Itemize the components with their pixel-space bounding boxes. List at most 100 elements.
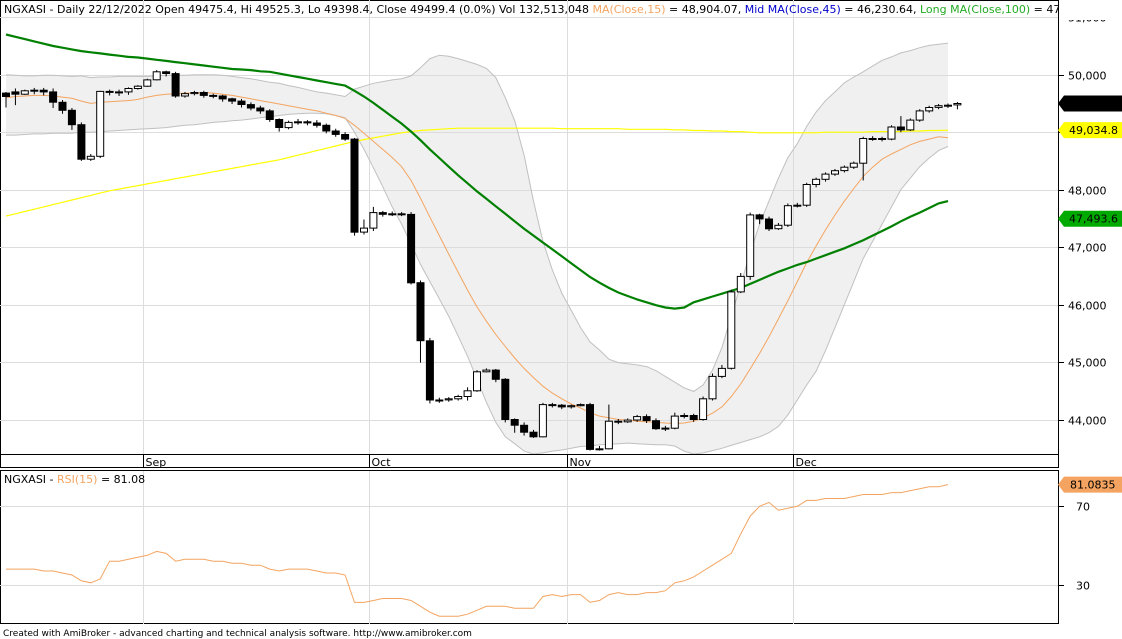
month-label: Oct bbox=[372, 456, 392, 469]
price-badge bbox=[1058, 210, 1122, 227]
rsi-header-value: = 81.08 bbox=[97, 473, 145, 486]
candle-body bbox=[11, 91, 20, 95]
header-clip-mask bbox=[1059, 0, 1122, 20]
candle-body bbox=[520, 424, 529, 433]
candle-body bbox=[96, 90, 105, 157]
candle-body bbox=[115, 91, 123, 94]
candle-body bbox=[294, 121, 302, 124]
rsi-header-symbol: NGXASI bbox=[4, 473, 46, 486]
candle-body bbox=[906, 119, 915, 131]
rsi-badge-label: 81.0835 bbox=[1070, 479, 1116, 492]
candle-body bbox=[228, 98, 237, 102]
candle-body bbox=[265, 110, 274, 121]
price-tick-label: 45,000 bbox=[1068, 357, 1107, 370]
candle-body bbox=[765, 218, 773, 230]
candle-body bbox=[463, 390, 472, 397]
header-info: - Daily 22/12/2022 Open 49475.4, Hi 4952… bbox=[46, 3, 592, 16]
candle-body bbox=[642, 416, 651, 422]
candle-body bbox=[529, 431, 538, 438]
candle-body bbox=[849, 162, 858, 168]
candle-body bbox=[199, 92, 208, 96]
candle-body bbox=[190, 92, 199, 95]
price-tick-label: 46,000 bbox=[1068, 300, 1107, 313]
candle-body bbox=[783, 205, 792, 226]
candle-body bbox=[181, 93, 189, 97]
candle-body bbox=[425, 340, 434, 401]
candle-body bbox=[133, 85, 142, 89]
candle-body bbox=[925, 107, 934, 112]
candle-body bbox=[840, 166, 849, 172]
header-ma15-value: = 48,904.07, bbox=[666, 3, 745, 16]
month-labels: Sep Oct Nov Dec bbox=[143, 455, 817, 469]
candle-body bbox=[812, 178, 821, 186]
candle-body bbox=[774, 224, 783, 230]
candle-body bbox=[341, 134, 350, 140]
candle-body bbox=[67, 109, 76, 126]
price-tick-label: 44,000 bbox=[1068, 415, 1107, 428]
candle-body bbox=[821, 173, 830, 180]
month-label: Dec bbox=[796, 456, 817, 469]
candle-body bbox=[680, 415, 689, 417]
rsi-panel-frame bbox=[0, 470, 1059, 624]
price-badge bbox=[1058, 122, 1122, 139]
month-label: Sep bbox=[146, 456, 167, 469]
candle-body bbox=[237, 100, 246, 105]
candle-body bbox=[633, 416, 642, 421]
candle-body bbox=[604, 420, 613, 450]
price-tick-label: 50,000 bbox=[1068, 70, 1107, 83]
candle-body bbox=[105, 90, 114, 93]
header-ma45-value: = 46,230.64, bbox=[841, 3, 920, 16]
candle-body bbox=[576, 404, 585, 407]
rsi-header-sep: - bbox=[46, 473, 57, 486]
candle-body bbox=[793, 204, 802, 207]
candle-body bbox=[953, 103, 962, 106]
rsi-badge-shape bbox=[1058, 476, 1122, 493]
candle-body bbox=[717, 367, 726, 377]
header-ma15-label: MA(Close,15) bbox=[592, 3, 665, 16]
ma100-line bbox=[5, 127, 949, 217]
rsi-badge: 81.0835 bbox=[1058, 476, 1122, 493]
candle-body bbox=[586, 404, 594, 450]
candle-body bbox=[350, 138, 359, 233]
rsi-gridlines bbox=[0, 471, 1058, 624]
candle-body bbox=[567, 405, 576, 408]
candle-body bbox=[454, 396, 463, 400]
candle-body bbox=[2, 92, 10, 97]
candle-body bbox=[887, 126, 896, 140]
rsi-tick-label: 70 bbox=[1076, 501, 1090, 514]
candle-body bbox=[397, 213, 406, 216]
month-gridlines bbox=[143, 0, 794, 468]
candle-body bbox=[30, 89, 39, 92]
price-tick-label: 48,000 bbox=[1068, 185, 1107, 198]
candle-body bbox=[689, 415, 698, 420]
ma45-line bbox=[5, 33, 949, 310]
candle-body bbox=[614, 420, 623, 423]
month-label: Nov bbox=[570, 456, 592, 469]
rsi-header-label: RSI(15) bbox=[57, 473, 97, 486]
candle-body bbox=[595, 448, 604, 451]
candle-body bbox=[623, 419, 632, 423]
candle-body bbox=[378, 212, 387, 215]
candle-body bbox=[284, 121, 293, 129]
price-gridlines bbox=[0, 17, 1058, 421]
price-badge-label: 49,499.4 bbox=[1069, 97, 1118, 110]
candle-body bbox=[831, 170, 839, 175]
candle-body bbox=[331, 130, 340, 135]
header-ma45-label: Mid MA(Close,45) bbox=[745, 3, 841, 16]
candle-body bbox=[944, 104, 952, 107]
bollinger-band-fill bbox=[6, 43, 948, 454]
candle-body bbox=[736, 275, 745, 293]
price-badge-label: 49,034.8 bbox=[1069, 124, 1118, 137]
chart-header: NGXASI - Daily 22/12/2022 Open 49475.4, … bbox=[4, 3, 1078, 16]
price-tick-label: 47,000 bbox=[1068, 242, 1107, 255]
candle-body bbox=[746, 214, 755, 277]
candle-body bbox=[652, 420, 660, 430]
candle-body bbox=[58, 101, 67, 111]
candle-body bbox=[501, 378, 510, 420]
candle-body bbox=[39, 89, 48, 93]
price-badge-label: 47,493.6 bbox=[1069, 213, 1118, 226]
candle-body bbox=[557, 404, 566, 408]
candle-body bbox=[896, 126, 905, 131]
candle-body bbox=[322, 124, 331, 132]
